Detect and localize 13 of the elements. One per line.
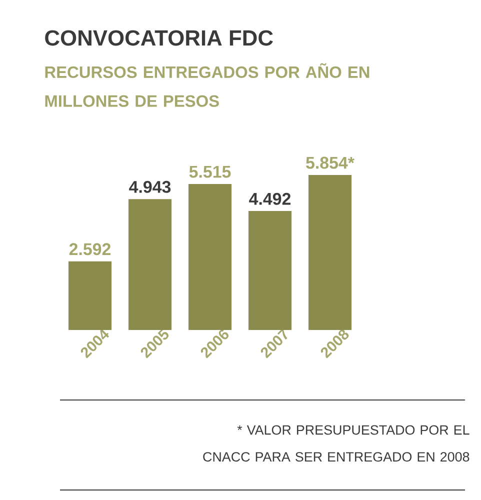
chart-subtitle: RECURSOS ENTREGADOS POR AÑO EN MILLONES DE PESOS [45,63,370,107]
data-label: 5.854* [306,156,354,169]
data-label: 5.515 [189,166,231,178]
bar [308,175,352,330]
data-label: 2.592 [69,243,110,256]
text: * VALOR PRESUPUESTADO POR EL CNACC PARA SER ENTREGADO EN 2008 [203,425,470,462]
data-label: 4.492 [249,192,290,205]
bar [68,261,112,330]
chart-title: CONVOCATORIA FDC [45,30,273,46]
bar [248,211,292,330]
data-label: 4.943 [129,180,171,193]
bar [128,199,172,330]
bar [188,184,232,330]
